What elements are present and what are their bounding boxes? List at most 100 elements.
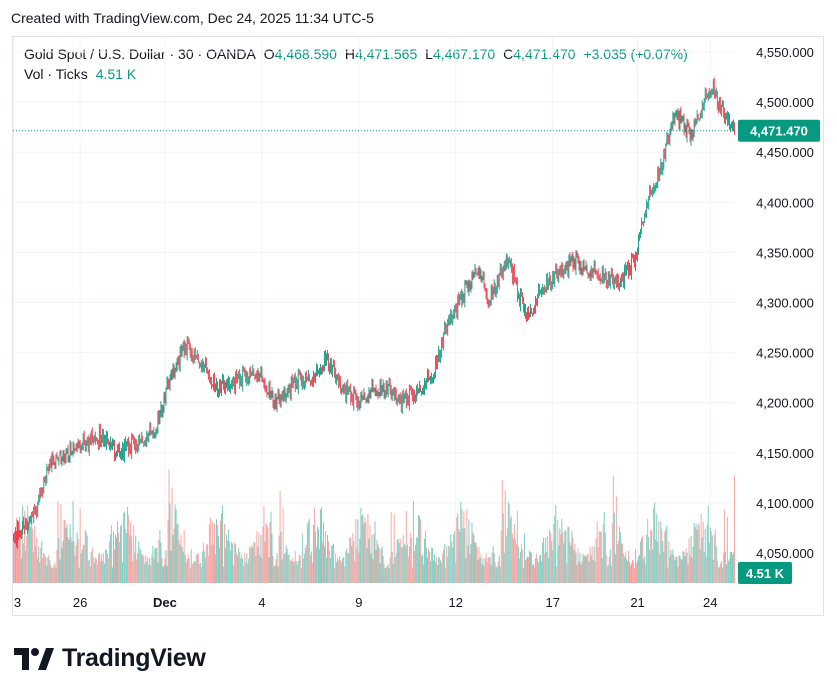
volume-bar — [79, 508, 81, 583]
volume-bar — [268, 557, 270, 583]
volume-bar — [170, 550, 172, 583]
volume-bar — [509, 518, 511, 583]
volume-bar — [342, 558, 344, 583]
price-tag — [738, 119, 820, 142]
volume-bar — [599, 531, 601, 583]
volume-bar — [246, 553, 248, 583]
volume-bar — [705, 556, 707, 583]
volume-bar — [164, 558, 166, 583]
y-tick-label: 4,350.000 — [756, 245, 814, 260]
volume-bar — [436, 557, 438, 583]
volume-bar — [646, 534, 648, 583]
volume-bar — [404, 546, 406, 583]
volume-bar — [684, 556, 686, 583]
volume-bar — [711, 535, 713, 583]
volume-bar — [729, 552, 731, 583]
volume-label[interactable]: Vol · Ticks — [24, 66, 88, 82]
volume-bar — [112, 531, 114, 583]
volume-bar — [122, 562, 124, 583]
volume-bar — [626, 560, 628, 583]
volume-bar — [550, 532, 552, 583]
volume-tag — [738, 562, 792, 584]
volume-bar — [157, 562, 159, 583]
volume-bar — [671, 553, 673, 583]
volume-bar — [512, 538, 514, 583]
volume-bar — [529, 550, 531, 583]
volume-bar — [691, 557, 693, 583]
volume-bar — [537, 558, 539, 583]
volume-bar — [271, 533, 273, 583]
volume-bar — [497, 561, 499, 583]
volume-bar — [363, 523, 365, 583]
volume-bar — [624, 552, 626, 583]
volume-bar — [572, 537, 574, 583]
volume-bar — [704, 528, 706, 583]
volume-bar — [176, 524, 178, 583]
volume-bar — [166, 565, 168, 583]
volume-bar — [662, 540, 664, 583]
volume-bar — [589, 547, 591, 583]
volume-bar — [576, 564, 578, 583]
volume-bar — [210, 545, 212, 583]
volume-bar — [397, 538, 399, 583]
volume-bar — [617, 541, 619, 583]
volume-bar — [566, 563, 568, 583]
volume-bar — [119, 542, 121, 583]
volume-bar — [469, 554, 471, 583]
volume-bar — [685, 548, 687, 583]
volume-bar — [104, 549, 106, 583]
volume-bar — [229, 541, 231, 583]
volume-bar — [23, 543, 25, 583]
volume-bar — [616, 544, 618, 583]
volume-bar — [193, 561, 195, 583]
volume-bar — [335, 553, 337, 583]
volume-bar — [317, 528, 319, 583]
volume-bar — [730, 551, 732, 583]
volume-bar — [647, 518, 649, 583]
volume-bar — [255, 555, 257, 583]
volume-bar — [70, 537, 72, 583]
volume-bar — [468, 519, 470, 583]
volume-bar — [443, 549, 445, 583]
volume-bar — [359, 538, 361, 583]
volume-bar — [341, 562, 343, 583]
volume-bar — [727, 560, 729, 583]
volume-bar — [200, 566, 202, 583]
volume-bar — [377, 543, 379, 583]
volume-bar — [605, 554, 607, 583]
volume-bar — [622, 553, 624, 583]
volume-bar — [67, 536, 69, 583]
volume-bar — [648, 536, 650, 583]
volume-bar — [291, 557, 293, 583]
symbol-label[interactable]: Gold Spot / U.S. Dollar · 30 · OANDA — [24, 46, 256, 62]
volume-bar — [370, 553, 372, 583]
volume-bar — [733, 475, 735, 583]
y-tick-label: 4,250.000 — [756, 346, 814, 361]
volume-bar — [78, 567, 80, 583]
volume-bar — [376, 540, 378, 583]
volume-bar — [551, 540, 553, 583]
volume-bar — [719, 563, 721, 583]
volume-bar — [249, 546, 251, 583]
volume-bar — [82, 544, 84, 583]
volume-bar — [284, 552, 286, 583]
volume-bar — [565, 530, 567, 583]
volume-bar — [578, 561, 580, 583]
volume-bar — [627, 551, 629, 583]
tradingview-logo[interactable]: TradingView — [14, 644, 206, 673]
volume-bar — [635, 549, 637, 583]
volume-bar — [407, 556, 409, 583]
volume-bar — [689, 555, 691, 583]
volume-bar — [133, 525, 135, 583]
volume-bar — [424, 530, 427, 583]
volume-bar — [217, 536, 219, 583]
volume-bar — [353, 540, 355, 583]
volume-tag-label: 4.51 K — [746, 566, 785, 581]
volume-bar — [315, 547, 317, 583]
volume-bar — [479, 557, 481, 583]
volume-bar — [222, 505, 224, 583]
volume-bar — [172, 534, 174, 583]
volume-bar — [313, 507, 315, 583]
volume-bar — [75, 545, 77, 583]
